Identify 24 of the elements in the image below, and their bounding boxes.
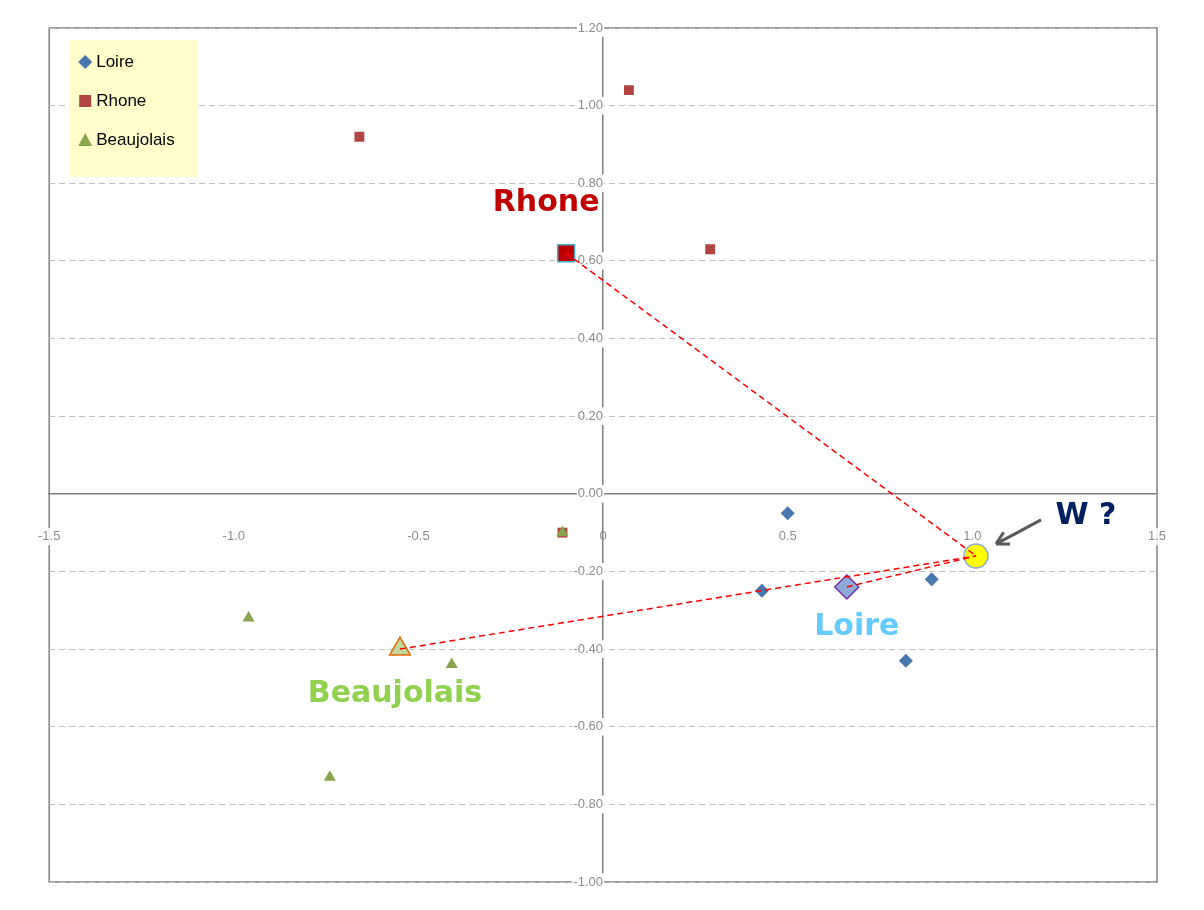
y-tick-label: 0.20 bbox=[577, 407, 604, 423]
x-tick-label: -1.0 bbox=[222, 528, 246, 544]
y-tick-label: 1.20 bbox=[577, 19, 604, 35]
x-tick-label: -0.5 bbox=[407, 528, 430, 544]
y-tick-label: 0.80 bbox=[577, 174, 604, 190]
y-tick-label: -0.20 bbox=[573, 563, 604, 579]
y-tick-label: -1.00 bbox=[573, 873, 604, 889]
annotation: W ? bbox=[1055, 495, 1117, 531]
y-tick-label: -0.80 bbox=[573, 795, 604, 811]
y-tick-label: 0.00 bbox=[577, 485, 604, 501]
y-tick-label: -0.60 bbox=[573, 718, 604, 734]
x-tick-label: 0.5 bbox=[778, 528, 797, 544]
legend-label: Rhone bbox=[96, 90, 147, 110]
annotation: Beaujolais bbox=[307, 673, 483, 709]
y-tick-label: 0.60 bbox=[577, 252, 604, 268]
y-tick-label: 1.00 bbox=[577, 97, 604, 113]
legend-label: Loire bbox=[96, 51, 135, 71]
y-tick-label: -0.40 bbox=[573, 640, 604, 656]
legend-label: Beaujolais bbox=[96, 129, 175, 149]
y-tick-label: 0.40 bbox=[577, 330, 604, 346]
x-tick-label: -1.5 bbox=[38, 528, 61, 544]
x-tick-label: 1.0 bbox=[963, 528, 982, 544]
annotation: Loire bbox=[814, 606, 900, 642]
x-tick-label: 1.5 bbox=[1147, 528, 1166, 544]
